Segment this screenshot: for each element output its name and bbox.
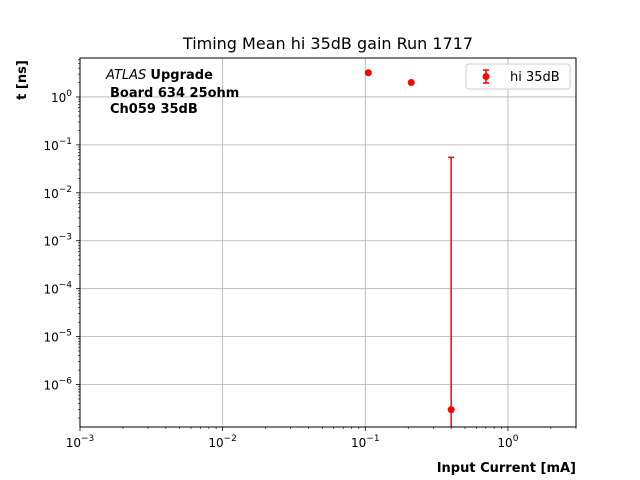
x-axis-label: Input Current [mA]: [437, 461, 576, 476]
x-tick-label: 10−3: [66, 434, 95, 450]
data-series: [364, 69, 455, 427]
board-label: Board 634 25ohm: [110, 86, 239, 101]
axis-ticks: 10−3 10−2 10−1 100 10−6 10−5 10−4 10−3 10−2 10−1 1…: [43, 59, 577, 450]
plot-frame: [79, 57, 577, 428]
y-tick-label: 10−5: [43, 329, 72, 345]
legend-box: [465, 63, 571, 90]
y-tick-label: 10−4: [43, 281, 72, 297]
legend: hi 35dB: [465, 63, 571, 90]
x-tick-label: 10−1: [351, 434, 380, 450]
y-axis-label: t [ns]: [15, 60, 30, 100]
y-tick-label: 10−2: [43, 185, 72, 201]
channel-label: Ch059 35dB: [110, 102, 198, 117]
data-point: [364, 69, 372, 77]
legend-point: [482, 73, 490, 80]
atlas-annotation: ATLAS Upgrade Board 634 25ohm Ch059 35dB: [105, 68, 239, 117]
upgrade-label: Upgrade: [150, 68, 213, 83]
x-tick-label: 10−2: [208, 434, 237, 450]
y-tick-label: 10−6: [43, 377, 72, 393]
legend-marker: [482, 69, 490, 84]
chart-title: Timing Mean hi 35dB gain Run 1717: [182, 34, 473, 53]
data-point: [447, 406, 455, 414]
x-tick-label: 100: [497, 434, 518, 450]
legend-label: hi 35dB: [510, 70, 560, 85]
y-tick-label: 100: [51, 89, 72, 105]
grid: [80, 58, 576, 427]
y-tick-label: 10−3: [43, 233, 72, 249]
y-tick-label: 10−1: [43, 137, 72, 153]
data-point: [407, 79, 415, 87]
svg-text:ATLAS Upgrade: ATLAS Upgrade: [105, 68, 213, 83]
atlas-label: ATLAS: [105, 68, 146, 83]
